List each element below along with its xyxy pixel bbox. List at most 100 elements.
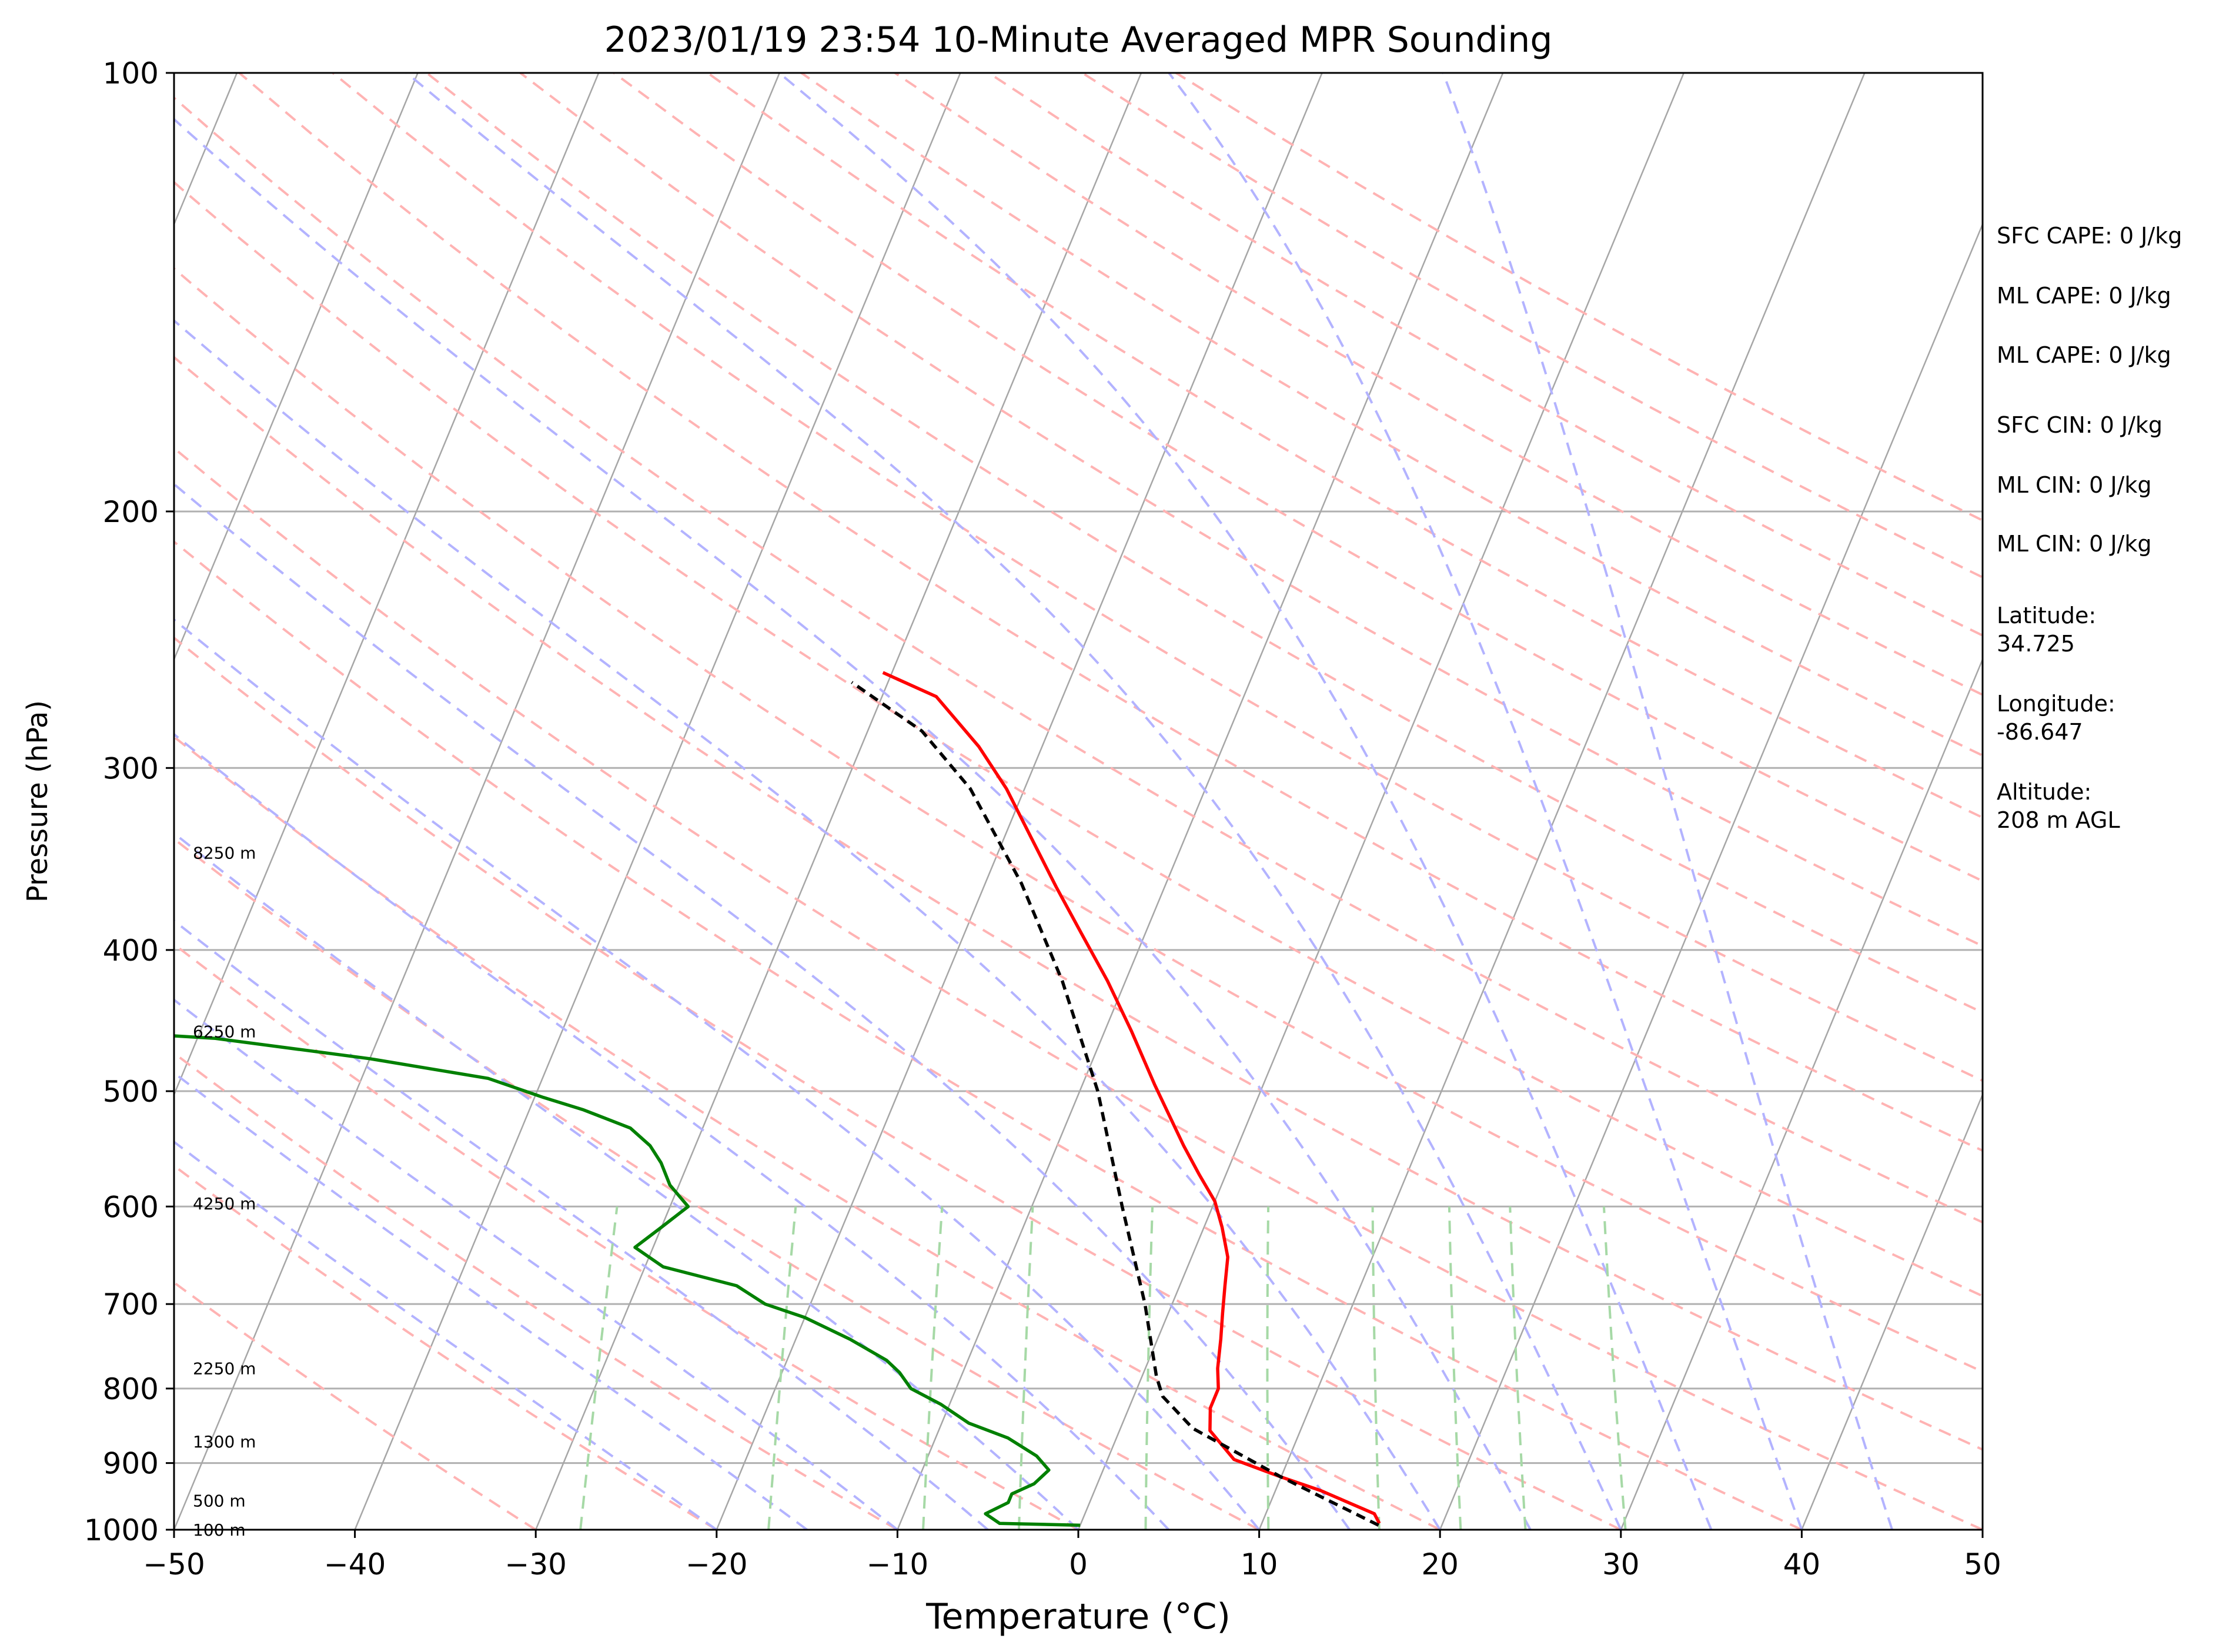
y-tick-label: 300 xyxy=(103,751,159,785)
dewpoint-line xyxy=(174,1034,1081,1527)
latitude-value: 34.725 xyxy=(1997,631,2075,657)
isotherm-line xyxy=(174,73,419,661)
sfc-cin-text: SFC CIN: 0 J/kg xyxy=(1997,412,2163,438)
mixing-ratio-line xyxy=(1144,1206,1154,1530)
dry-adiabat-line xyxy=(707,73,1983,819)
dry-adiabat-line xyxy=(174,96,1983,1224)
isotherm-line xyxy=(1620,657,1983,1530)
mixing-ratio-line xyxy=(1603,1206,1627,1530)
moist-adiabat-line xyxy=(174,118,1532,1530)
dry-adiabat-line xyxy=(174,446,1983,1530)
height-label: 500 m xyxy=(193,1491,246,1510)
ml-cin-text-2: ML CIN: 0 J/kg xyxy=(1997,531,2151,557)
sfc-cape-text: SFC CAPE: 0 J/kg xyxy=(1997,223,2182,249)
y-tick-label: 400 xyxy=(103,934,159,968)
dry-adiabat-line xyxy=(332,73,1983,1082)
moist-adiabat-line xyxy=(1442,73,1894,1530)
side-info-panel: SFC CAPE: 0 J/kg ML CAPE: 0 J/kg ML CAPE… xyxy=(1997,223,2182,833)
x-tick-label: −40 xyxy=(324,1547,386,1581)
dry-adiabat-line xyxy=(426,73,1983,1014)
mixing-ratio-line xyxy=(1266,1206,1270,1530)
height-label: 1300 m xyxy=(193,1432,256,1452)
dry-adiabat-line xyxy=(174,356,1983,1451)
moist-adiabat-line xyxy=(174,998,898,1530)
latitude-label: Latitude: xyxy=(1997,603,2096,628)
chart-title: 2023/01/19 23:54 10-Minute Averaged MPR … xyxy=(604,19,1553,61)
dry-adiabat-line xyxy=(174,540,1803,1530)
moist-adiabat-line xyxy=(1168,73,1803,1530)
moist-adiabat-line xyxy=(174,1071,808,1530)
dry-adiabat-line xyxy=(174,837,1260,1530)
ml-cape-text: ML CAPE: 0 J/kg xyxy=(1997,283,2171,309)
dry-adiabat-line xyxy=(174,267,1983,1373)
x-axis-ticks: −50 −40 −30 −20 −10 0 10 20 30 40 50 xyxy=(143,1530,2001,1581)
series-lines xyxy=(174,671,1381,1527)
parcel-line xyxy=(851,681,1379,1527)
dry-adiabat-line xyxy=(238,73,1983,1152)
y-tick-label: 500 xyxy=(103,1075,159,1109)
isotherm-line xyxy=(1439,222,1983,1530)
dry-adiabat-line xyxy=(174,942,1079,1530)
ml-cape-text-2: ML CAPE: 0 J/kg xyxy=(1997,342,2171,368)
dry-adiabat-line xyxy=(174,735,1441,1530)
x-tick-label: 40 xyxy=(1783,1547,1821,1581)
x-tick-label: 20 xyxy=(1421,1547,1459,1581)
moist-adiabat-line xyxy=(174,831,1079,1530)
ml-cin-text: ML CIN: 0 J/kg xyxy=(1997,472,2151,498)
isotherm-line xyxy=(174,73,780,1530)
moist-adiabat-line xyxy=(174,733,1170,1530)
x-tick-label: −50 xyxy=(143,1547,205,1581)
mixing-ratio-line xyxy=(1371,1206,1381,1530)
moist-adiabat-line xyxy=(406,73,1622,1530)
x-axis-label: Temperature (°C) xyxy=(925,1596,1231,1637)
mixing-ratio-line xyxy=(1018,1206,1034,1530)
reference-lines xyxy=(174,73,1983,1530)
mixing-ratio-line xyxy=(1509,1206,1527,1530)
isotherm-line xyxy=(174,73,600,1097)
dry-adiabat-line xyxy=(613,73,1983,882)
longitude-value: -86.647 xyxy=(1997,719,2083,745)
x-tick-label: −20 xyxy=(686,1547,748,1581)
dry-adiabat-line xyxy=(174,1164,717,1530)
height-label: 4250 m xyxy=(193,1194,256,1213)
plot-grid xyxy=(174,73,1983,1530)
moist-adiabat-line xyxy=(174,482,1351,1530)
isotherm-line xyxy=(716,73,1323,1530)
mixing-ratio-line xyxy=(1448,1206,1462,1530)
moist-adiabat-line xyxy=(174,618,1261,1530)
height-label: 8250 m xyxy=(193,843,256,862)
isotherm-line xyxy=(1801,1092,1983,1530)
dry-adiabat-line xyxy=(174,636,1622,1530)
isotherm-line xyxy=(354,73,961,1530)
temperature-line xyxy=(882,671,1381,1524)
y-axis-ticks: 100 200 300 400 500 600 700 800 900 1000 xyxy=(84,56,174,1547)
isotherm-line xyxy=(1258,73,1866,1530)
altitude-value: 208 m AGL xyxy=(1997,807,2120,833)
dry-adiabat-line xyxy=(519,73,1983,948)
y-tick-label: 800 xyxy=(103,1372,159,1406)
altitude-label: Altitude: xyxy=(1997,779,2091,805)
x-tick-label: 50 xyxy=(1964,1547,2001,1581)
isotherm-line xyxy=(897,73,1504,1530)
mixing-ratio-line xyxy=(767,1206,797,1530)
moist-adiabat-line xyxy=(174,319,1441,1530)
y-tick-label: 900 xyxy=(103,1447,159,1481)
dry-adiabat-line xyxy=(174,180,1983,1297)
y-axis-label: Pressure (hPa) xyxy=(21,700,54,902)
mixing-ratio-line xyxy=(922,1206,944,1530)
y-tick-label: 200 xyxy=(103,495,159,529)
longitude-label: Longitude: xyxy=(1997,691,2115,717)
dry-adiabat-line xyxy=(174,1281,537,1530)
mixing-ratio-line xyxy=(579,1206,619,1530)
moist-adiabat-line xyxy=(778,73,1713,1530)
y-tick-label: 700 xyxy=(103,1288,159,1322)
x-tick-label: 30 xyxy=(1602,1547,1640,1581)
x-tick-label: −10 xyxy=(867,1547,929,1581)
dry-adiabat-line xyxy=(894,73,1983,697)
isotherm-line xyxy=(1077,73,1684,1530)
y-tick-label: 600 xyxy=(103,1190,159,1224)
height-label: 6250 m xyxy=(193,1022,256,1042)
x-tick-label: 10 xyxy=(1241,1547,1278,1581)
